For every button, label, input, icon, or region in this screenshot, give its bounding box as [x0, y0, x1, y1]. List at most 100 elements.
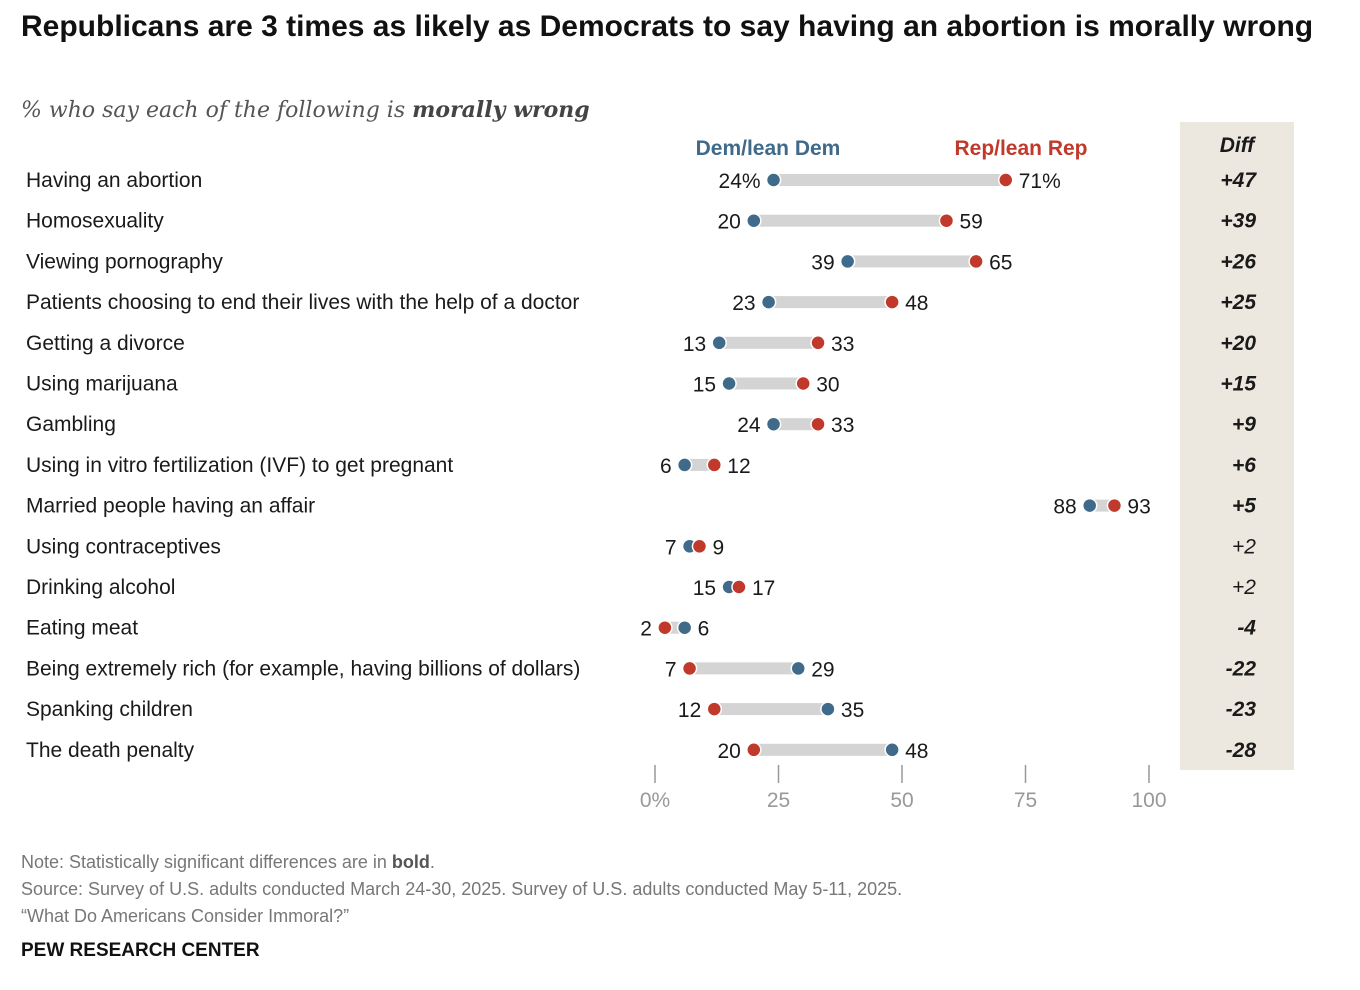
row-label: Viewing pornography: [26, 250, 223, 273]
rep-dot: [731, 579, 747, 595]
diff-value: +25: [1220, 291, 1256, 314]
range-bar: [719, 336, 819, 349]
range-bar: [689, 662, 799, 675]
dem-value-label: 35: [841, 699, 864, 722]
diff-value: +15: [1220, 373, 1256, 396]
row-label: Drinking alcohol: [26, 576, 175, 599]
diff-value: +9: [1232, 413, 1256, 436]
rep-dot: [997, 172, 1014, 188]
diff-value: +2: [1232, 535, 1256, 558]
diff-value: -23: [1226, 698, 1257, 721]
rep-value-label: 9: [712, 536, 724, 559]
note-bold: bold: [391, 852, 430, 872]
rep-value-label: 33: [831, 414, 854, 437]
rep-dot: [706, 701, 723, 717]
row-label: The death penalty: [26, 739, 195, 762]
rep-value-label: 59: [959, 211, 982, 234]
range-bar: [684, 458, 715, 471]
dem-value-label: 6: [660, 455, 672, 478]
brand-logo-text: PEW RESEARCH CENTER: [21, 940, 260, 961]
rep-dot: [691, 538, 708, 555]
diff-header: Diff: [1220, 134, 1257, 157]
dem-value-label: 24%: [719, 170, 761, 193]
rep-dot: [884, 294, 900, 310]
row-label: Using contraceptives: [26, 535, 221, 558]
row-label: Gambling: [26, 413, 116, 436]
dem-value-label: 39: [811, 251, 834, 274]
rep-value-label: 7: [665, 658, 677, 681]
note-prefix: Note: Statistically significant differen…: [21, 852, 392, 872]
rep-dot: [706, 457, 723, 473]
dem-value-label: 7: [665, 536, 677, 559]
dem-dot: [676, 619, 693, 636]
note-suffix: .: [429, 852, 435, 872]
axis-tick-label: 50: [890, 789, 913, 812]
dem-dot: [721, 375, 737, 392]
range-bar: [847, 255, 977, 268]
rep-value-label: 65: [989, 251, 1012, 274]
axis-tick-label: 100: [1131, 789, 1166, 812]
diff-value: -28: [1226, 739, 1257, 762]
row-label: Getting a divorce: [26, 332, 185, 355]
subtitle-prefix: % who say each of the following is: [21, 98, 413, 123]
row-label: Eating meat: [26, 617, 138, 640]
dem-value-label: 88: [1053, 496, 1076, 519]
dem-dot: [746, 212, 762, 229]
diff-value: +47: [1220, 169, 1257, 192]
dot-range-chart: Diff Dem/lean Dem Rep/lean Rep Having an ab…: [26, 122, 1294, 812]
rep-dot: [1106, 497, 1123, 514]
dem-dot: [884, 742, 900, 758]
dem-value-label: 23: [732, 292, 755, 315]
row-label: Having an abortion: [26, 169, 202, 192]
dem-dot: [765, 172, 782, 188]
dem-value-label: 15: [693, 374, 716, 397]
diff-value: +6: [1232, 454, 1256, 477]
dem-dot: [790, 660, 807, 677]
rep-value-label: 71%: [1019, 170, 1061, 193]
row-label: Patients choosing to end their lives wit…: [26, 291, 579, 314]
rep-dot: [795, 375, 811, 392]
row-label: Using marijuana: [26, 373, 178, 396]
rep-dot: [810, 416, 826, 432]
rep-value-label: 93: [1127, 496, 1150, 519]
dem-value-label: 48: [905, 740, 928, 763]
rep-value-label: 12: [678, 699, 701, 722]
legend-rep: Rep/lean Rep: [954, 137, 1087, 160]
range-bar: [753, 214, 947, 227]
range-bar: [773, 174, 1006, 186]
rep-value-label: 20: [717, 740, 740, 763]
diff-value: -22: [1226, 657, 1257, 680]
footnote: Note: Statistically significant differen…: [21, 849, 435, 876]
range-bar: [768, 296, 893, 309]
range-bar: [729, 377, 804, 390]
rep-value-label: 2: [640, 618, 652, 641]
axis-tick-label: 75: [1014, 789, 1037, 812]
range-bar: [753, 743, 893, 756]
rep-dot: [657, 619, 673, 636]
legend-dem: Dem/lean Dem: [696, 137, 841, 160]
row-label: Homosexuality: [26, 210, 164, 233]
dem-dot: [820, 701, 836, 717]
dem-value-label: 15: [693, 577, 716, 600]
rep-value-label: 48: [905, 292, 928, 315]
diff-value: -4: [1237, 617, 1256, 640]
row-label: Using in vitro fertilization (IVF) to ge…: [26, 454, 453, 477]
chart-title: Republicans are 3 times as likely as Dem…: [21, 10, 1314, 43]
chart-subtitle: % who say each of the following is moral…: [21, 97, 590, 123]
rep-dot: [968, 253, 984, 270]
dem-value-label: 20: [717, 211, 740, 234]
subtitle-emphasis: morally wrong: [412, 97, 590, 123]
dem-value-label: 24: [737, 414, 761, 437]
dem-value-label: 29: [811, 658, 834, 681]
axis-tick-label: 0%: [640, 789, 670, 812]
rep-value-label: 33: [831, 333, 854, 356]
dem-dot: [676, 457, 693, 473]
rep-dot: [681, 660, 698, 677]
rep-value-label: 30: [816, 374, 839, 397]
row-label: Married people having an affair: [26, 495, 315, 518]
dem-dot: [839, 253, 856, 270]
rep-dot: [810, 335, 826, 351]
diff-value: +2: [1232, 576, 1256, 599]
report-title: “What Do Americans Consider Immoral?”: [21, 906, 350, 926]
dem-dot: [711, 335, 727, 351]
